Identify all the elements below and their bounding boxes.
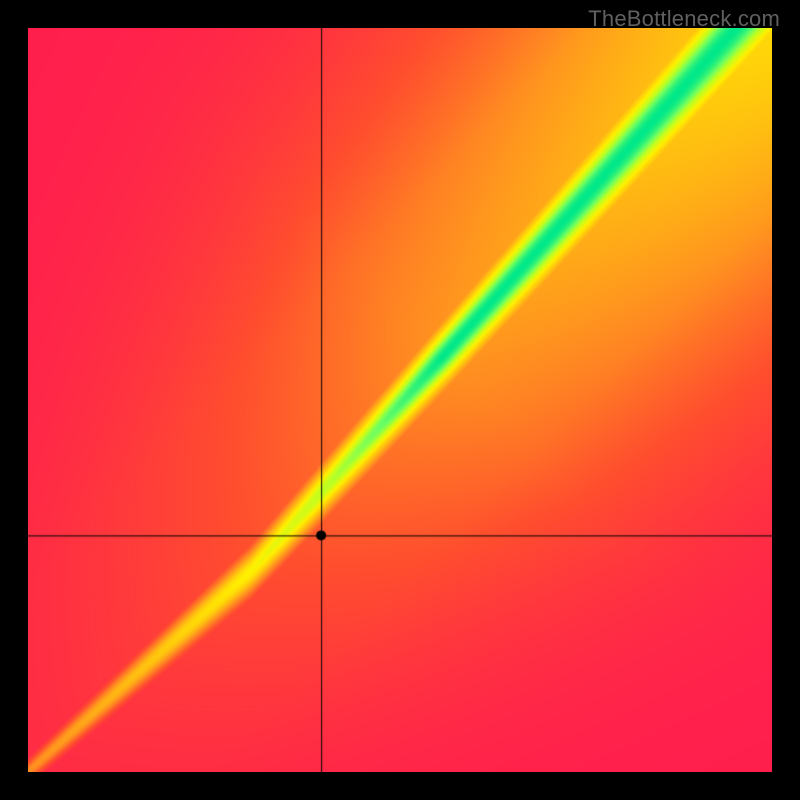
heatmap-plot bbox=[28, 28, 772, 772]
chart-container: TheBottleneck.com bbox=[0, 0, 800, 800]
watermark-text: TheBottleneck.com bbox=[588, 6, 780, 32]
heatmap-canvas bbox=[28, 28, 772, 772]
